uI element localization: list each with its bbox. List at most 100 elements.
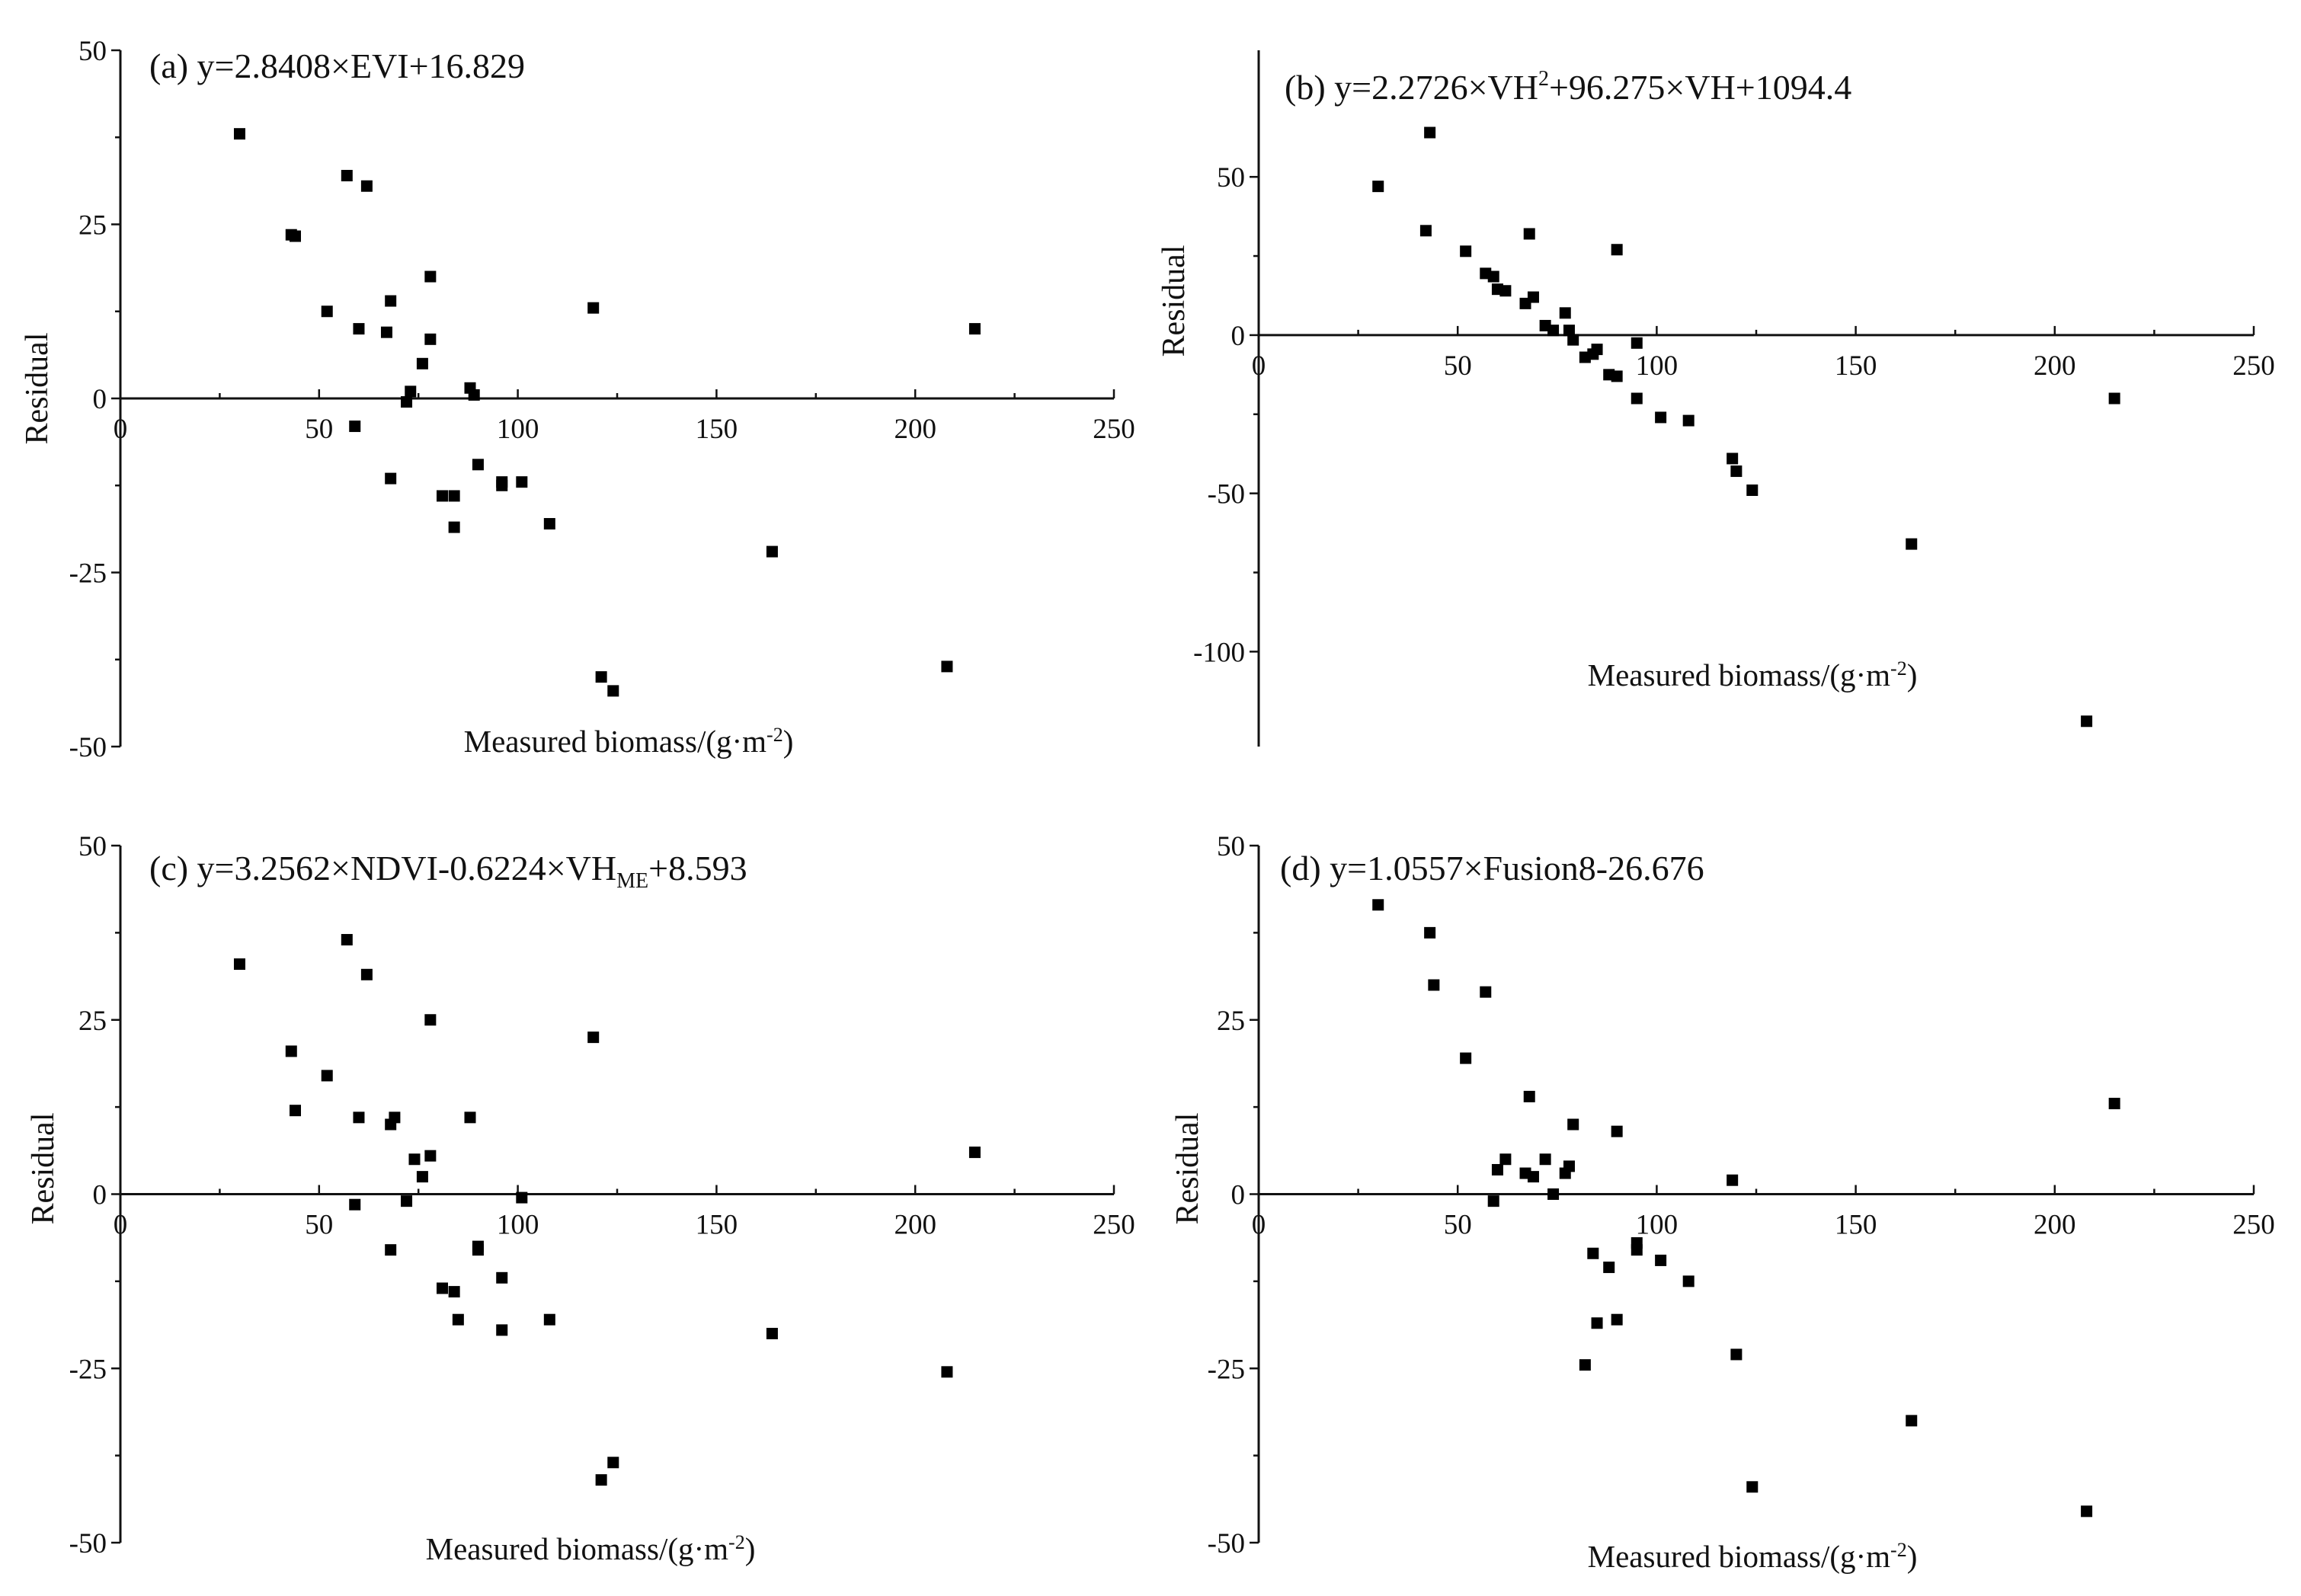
x-tick-label: 150	[696, 1210, 738, 1241]
data-point	[353, 1111, 365, 1124]
x-tick-label: 200	[2034, 1210, 2076, 1241]
data-point	[405, 385, 417, 398]
data-point	[968, 1147, 981, 1159]
y-tick-label: 50	[1217, 831, 1245, 862]
data-point	[1591, 1317, 1603, 1329]
data-point	[1424, 926, 1436, 939]
data-point	[1730, 1348, 1743, 1361]
y-axis-label: Residual	[1157, 245, 1192, 357]
data-point	[472, 459, 484, 471]
y-tick-label: 0	[1231, 1180, 1246, 1211]
data-point	[290, 230, 302, 242]
data-point	[341, 934, 353, 946]
data-point	[1563, 1160, 1575, 1172]
data-point	[1746, 1481, 1759, 1493]
x-tick-label: 0	[114, 1210, 128, 1241]
data-point	[472, 1240, 484, 1252]
data-point	[496, 1271, 508, 1284]
data-point	[1567, 1118, 1579, 1131]
data-point	[1655, 411, 1667, 424]
data-point	[1527, 291, 1539, 303]
data-point	[416, 357, 428, 369]
x-tick-label: 200	[2034, 350, 2076, 382]
data-point	[1631, 1244, 1643, 1256]
x-axis-label: Measured biomass/(g·m-2)	[426, 1531, 756, 1566]
y-tick-label: -50	[1208, 479, 1245, 510]
data-point	[360, 968, 373, 980]
data-point	[543, 518, 555, 530]
data-point	[1419, 225, 1432, 237]
data-point	[1523, 1090, 1535, 1102]
data-point	[401, 396, 413, 408]
y-tick-label: 50	[1217, 162, 1245, 194]
y-tick-label: 25	[78, 1006, 107, 1037]
data-point	[516, 1191, 528, 1204]
data-point	[496, 1324, 508, 1336]
data-point	[1372, 899, 1384, 911]
data-point	[1631, 392, 1643, 405]
data-point	[516, 476, 528, 488]
data-point	[1611, 370, 1623, 382]
data-point	[1591, 344, 1603, 356]
data-point	[1487, 270, 1499, 283]
data-point	[1730, 465, 1743, 478]
data-point	[353, 323, 365, 335]
data-point	[1487, 1195, 1499, 1207]
data-point	[1559, 307, 1571, 319]
data-point	[1746, 484, 1759, 496]
data-point	[233, 958, 245, 971]
data-point	[290, 1105, 302, 1117]
y-tick-label: 50	[78, 36, 107, 67]
data-point	[1603, 1262, 1615, 1274]
data-point	[401, 1195, 413, 1207]
data-point	[285, 1045, 297, 1057]
x-axis-label: Measured biomass/(g·m-2)	[464, 724, 794, 759]
data-point	[436, 1282, 448, 1294]
y-axis-label: Residual	[26, 1113, 61, 1225]
data-point	[2081, 1505, 2093, 1518]
data-point	[341, 170, 353, 182]
data-point	[349, 421, 361, 433]
data-point	[321, 1070, 333, 1082]
x-tick-label: 150	[1835, 350, 1877, 382]
data-point	[1480, 986, 1492, 998]
x-tick-label: 0	[1252, 350, 1266, 382]
data-point	[1424, 126, 1436, 139]
data-point	[1611, 244, 1623, 256]
y-tick-label: -50	[69, 1528, 107, 1559]
data-point	[607, 685, 619, 697]
data-point	[424, 1014, 437, 1026]
data-point	[766, 1328, 778, 1339]
y-axis-label: Residual	[1170, 1113, 1205, 1225]
data-point	[436, 490, 448, 502]
data-point	[1428, 979, 1440, 991]
data-point	[380, 326, 392, 338]
panel-equation: (b) y=2.2726×VH2+96.275×VH+1094.4	[1285, 67, 1851, 107]
x-tick-label: 100	[1636, 1210, 1679, 1241]
data-point	[468, 389, 480, 401]
data-point	[448, 490, 460, 502]
y-tick-label: -25	[69, 1354, 107, 1385]
x-tick-label: 50	[1444, 350, 1472, 382]
data-point	[1527, 1171, 1539, 1183]
data-point	[1906, 1415, 1918, 1427]
data-point	[464, 1111, 476, 1124]
data-point	[1460, 1052, 1472, 1064]
panel-equation: (d) y=1.0557×Fusion8-26.676	[1280, 849, 1704, 888]
data-point	[1563, 325, 1575, 337]
y-tick-label: 0	[93, 384, 107, 415]
data-point	[349, 1198, 361, 1211]
data-point	[941, 660, 953, 673]
data-point	[1547, 1188, 1560, 1200]
x-tick-label: 250	[1093, 1210, 1135, 1241]
data-point	[587, 1031, 600, 1044]
data-point	[496, 476, 508, 488]
data-point	[389, 1111, 401, 1124]
x-tick-label: 50	[1444, 1210, 1472, 1241]
data-point	[941, 1366, 953, 1378]
